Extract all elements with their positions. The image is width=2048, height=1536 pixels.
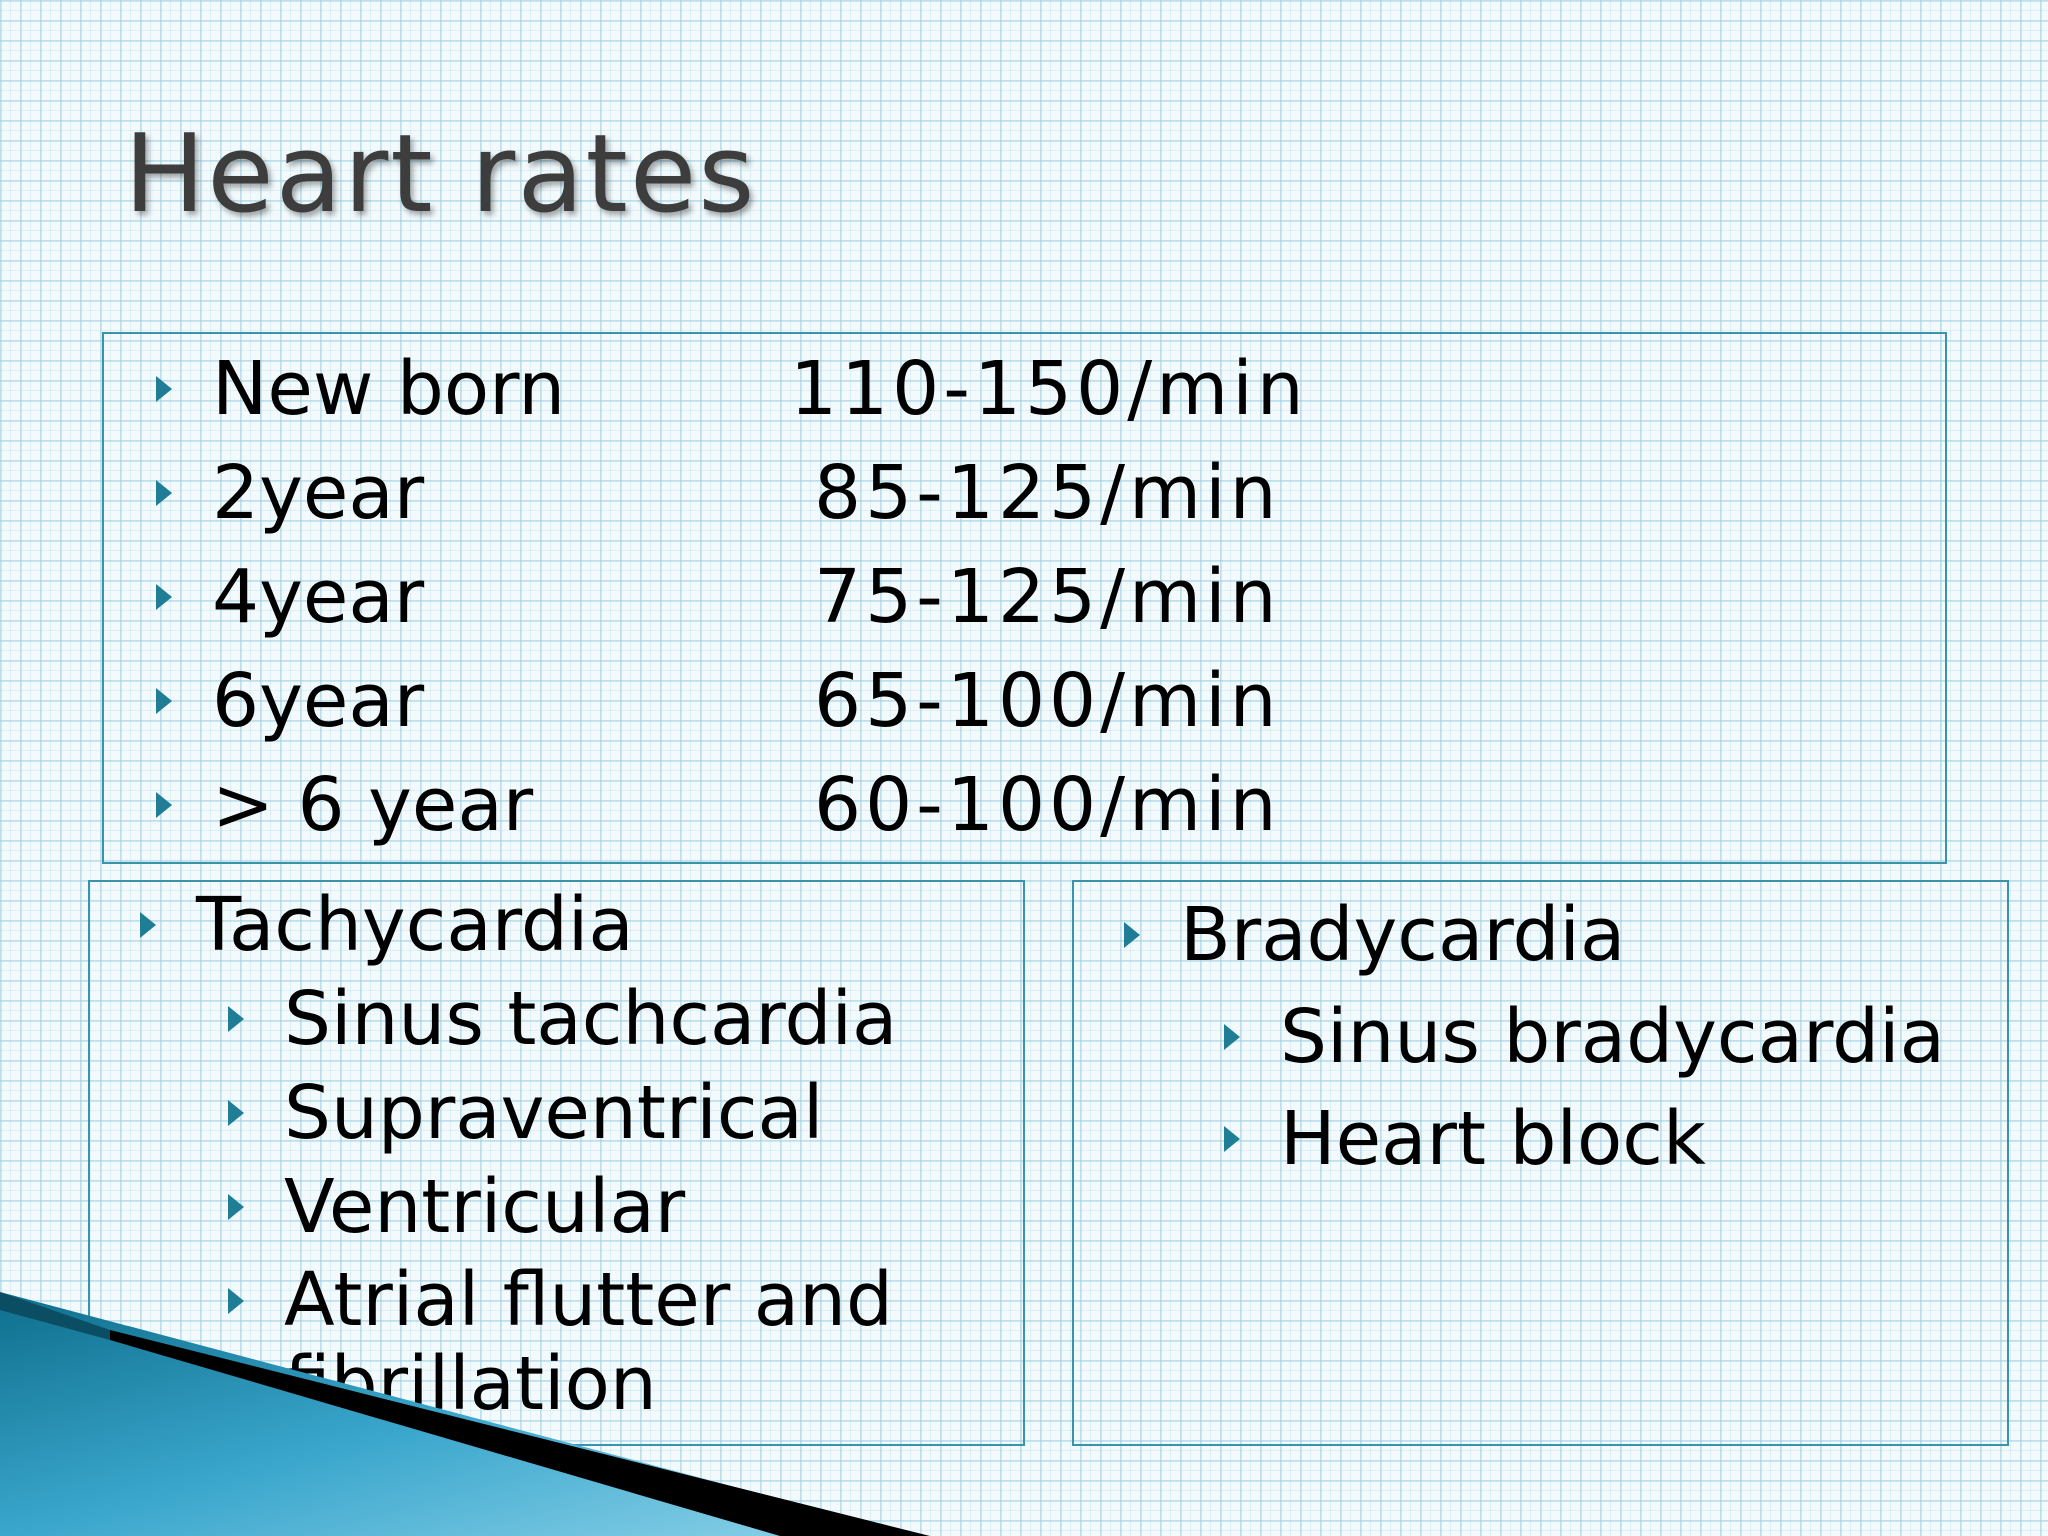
- triangle-bullet-icon: [1224, 1126, 1240, 1152]
- age-label: > 6 year: [212, 762, 534, 848]
- triangle-bullet-icon: [156, 376, 172, 402]
- triangle-bullet-icon: [156, 792, 172, 818]
- age-label: 4year: [212, 554, 425, 640]
- triangle-bullet-icon: [156, 584, 172, 610]
- age-label: 6year: [212, 658, 425, 744]
- page-title: Heart rates: [124, 112, 757, 237]
- triangle-bullet-icon: [156, 480, 172, 506]
- age-label: 2year: [212, 450, 425, 536]
- bradycardia-box: Bradycardia Sinus bradycardia Heart bloc…: [1072, 880, 2009, 1446]
- triangle-bullet-icon: [228, 1194, 244, 1220]
- list-item-text: Heart block: [1280, 1096, 1706, 1182]
- heading-text: Bradycardia: [1180, 892, 1626, 978]
- rate-value: 85-125/min: [814, 450, 1281, 536]
- triangle-bullet-icon: [228, 1100, 244, 1126]
- list-item-text: Sinus tachcardia: [284, 976, 898, 1062]
- triangle-bullet-icon: [156, 688, 172, 714]
- list-item-text: Supraventrical: [284, 1070, 824, 1156]
- triangle-bullet-icon: [228, 1288, 244, 1314]
- triangle-bullet-icon: [1124, 922, 1140, 948]
- rate-value: 65-100/min: [814, 658, 1281, 744]
- rate-value: 75-125/min: [814, 554, 1281, 640]
- triangle-bullet-icon: [228, 1006, 244, 1032]
- list-item-text: Atrial flutter and fibrillation: [284, 1257, 893, 1427]
- rate-value: 60-100/min: [814, 762, 1281, 848]
- rate-value: 110-150/min: [790, 346, 1308, 432]
- heading-text: Tachycardia: [196, 882, 634, 968]
- list-item-text: Ventricular: [284, 1164, 686, 1250]
- tachycardia-box: Tachycardia Sinus tachcardia Supraventri…: [88, 880, 1025, 1446]
- triangle-bullet-icon: [1224, 1024, 1240, 1050]
- age-label: New born: [212, 346, 566, 432]
- heart-rate-box: New born 110-150/min 2year 85-125/min 4y…: [102, 332, 1947, 864]
- triangle-bullet-icon: [140, 912, 156, 938]
- list-item-text: Sinus bradycardia: [1280, 994, 1945, 1080]
